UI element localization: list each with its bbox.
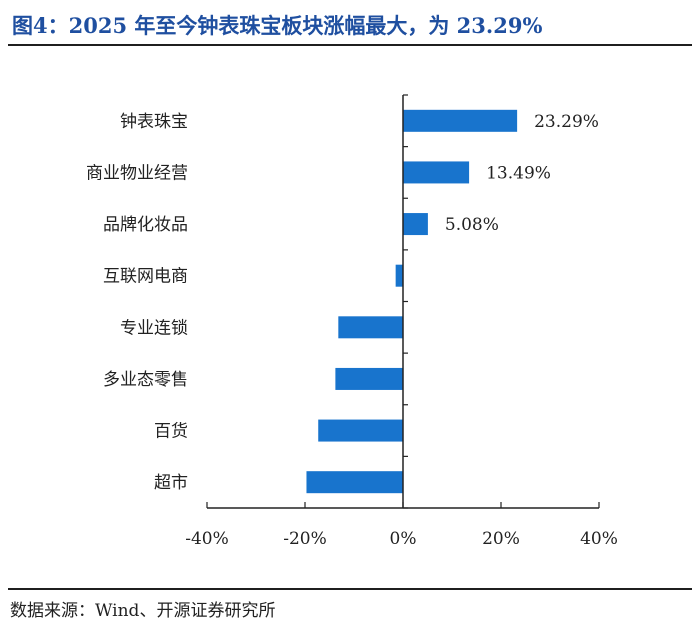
category-label: 超市 xyxy=(154,473,188,493)
bar xyxy=(318,419,403,442)
bar xyxy=(338,316,403,339)
x-tick-label: -20% xyxy=(283,529,327,549)
category-label: 钟表珠宝 xyxy=(120,112,188,132)
category-label: 互联网电商 xyxy=(103,267,188,287)
source-note: 数据来源：Wind、开源证券研究所 xyxy=(10,601,276,621)
x-tick-label: 20% xyxy=(482,529,520,549)
bar xyxy=(403,161,470,184)
x-tick-label: 0% xyxy=(390,529,417,549)
category-label: 专业连锁 xyxy=(120,318,188,338)
bar xyxy=(335,367,403,390)
category-label: 多业态零售 xyxy=(103,370,188,390)
x-tick-label: -40% xyxy=(185,529,229,549)
bar xyxy=(306,471,403,494)
title-rule xyxy=(8,44,692,46)
data-label: 13.49% xyxy=(486,163,551,183)
source-rule xyxy=(8,588,692,590)
data-label: 5.08% xyxy=(445,215,499,235)
category-label: 商业物业经营 xyxy=(86,163,188,183)
category-label: 品牌化妆品 xyxy=(103,215,188,235)
bar xyxy=(403,109,518,132)
chart-title: 图4：2025 年至今钟表珠宝板块涨幅最大，为 23.29% xyxy=(12,13,543,38)
bar xyxy=(395,264,403,287)
category-label: 百货 xyxy=(154,422,188,442)
x-tick-label: 40% xyxy=(580,529,618,549)
bar xyxy=(403,213,428,236)
data-label: 23.29% xyxy=(534,112,599,132)
